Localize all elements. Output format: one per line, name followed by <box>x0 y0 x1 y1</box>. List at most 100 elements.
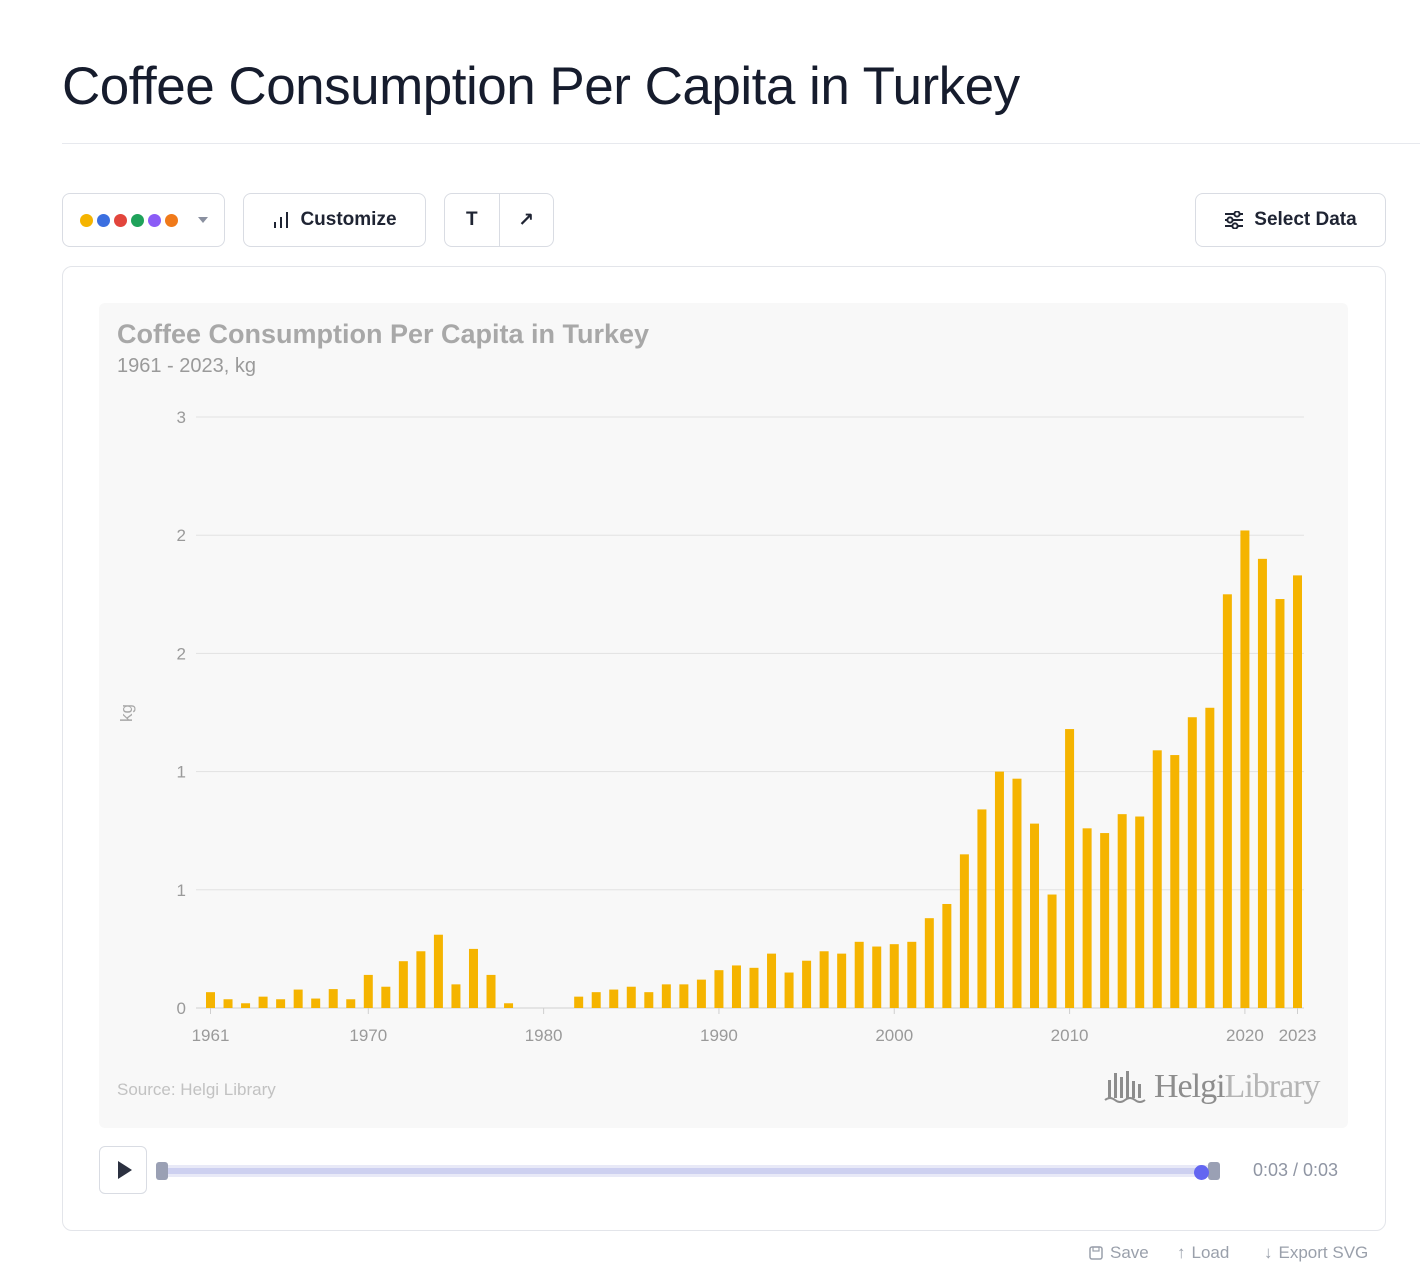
helgi-library-logo: HelgiLibrary <box>1104 1068 1320 1104</box>
bar <box>679 984 689 1008</box>
timeline-progress <box>160 1168 1205 1174</box>
y-tick-label: 2 <box>177 526 186 545</box>
timeline-playhead[interactable] <box>1194 1165 1209 1180</box>
bar <box>1257 558 1267 1008</box>
bar <box>486 974 496 1008</box>
bar <box>241 1003 251 1008</box>
upload-arrow-icon: ↑ <box>1177 1243 1186 1262</box>
y-tick-label: 1 <box>177 881 186 900</box>
bar <box>1100 833 1110 1008</box>
color-palette-dropdown[interactable] <box>62 193 225 247</box>
y-tick-label: 3 <box>177 408 186 427</box>
bar <box>661 984 671 1008</box>
palette-swatch <box>96 213 110 227</box>
text-tool-button[interactable]: T <box>465 209 478 230</box>
bar <box>609 989 619 1008</box>
customize-label: Customize <box>300 209 397 230</box>
bar <box>328 989 338 1008</box>
annotation-tool-group: T ↗ <box>444 193 554 247</box>
bar <box>767 953 777 1008</box>
helgi-logo-icon <box>1104 1071 1146 1103</box>
bar-chart-icon <box>274 212 289 228</box>
bar <box>837 953 847 1008</box>
bar <box>293 989 303 1008</box>
bar <box>591 992 601 1008</box>
bar <box>363 974 373 1008</box>
bar <box>346 999 356 1008</box>
bar <box>749 967 759 1008</box>
timeline-slider[interactable] <box>160 1165 1216 1177</box>
download-arrow-icon: ↓ <box>1264 1243 1273 1262</box>
bar <box>1222 594 1232 1008</box>
bar <box>802 960 812 1008</box>
bar <box>977 809 987 1008</box>
page-title: Coffee Consumption Per Capita in Turkey <box>62 57 1020 116</box>
chart-subtitle: 1961 - 2023, kg <box>117 355 256 377</box>
bar <box>696 979 706 1008</box>
source-text: Source: Helgi Library <box>117 1080 276 1099</box>
palette-swatch <box>147 213 161 227</box>
bar <box>504 1003 514 1008</box>
y-tick-label: 1 <box>177 763 186 782</box>
y-axis-label: kg <box>117 704 136 722</box>
bar <box>1240 530 1250 1008</box>
bar <box>626 986 636 1008</box>
bar <box>1117 814 1127 1008</box>
bar <box>574 996 584 1008</box>
bar <box>1187 717 1197 1008</box>
select-data-label: Select Data <box>1254 209 1357 230</box>
bar <box>942 903 952 1008</box>
save-link[interactable]: Save <box>1088 1243 1149 1263</box>
bar <box>924 918 934 1008</box>
load-link[interactable]: ↑ Load <box>1177 1243 1230 1262</box>
bar <box>1275 599 1285 1008</box>
palette-swatch <box>79 213 93 227</box>
bar <box>1152 750 1162 1008</box>
save-icon <box>1089 1246 1103 1260</box>
bar <box>258 996 268 1008</box>
x-tick-label: 1980 <box>525 1026 563 1045</box>
bar <box>819 951 829 1008</box>
palette-swatch <box>113 213 127 227</box>
x-tick-label: 2020 <box>1226 1026 1264 1045</box>
x-tick-label: 1990 <box>700 1026 738 1045</box>
select-data-button[interactable]: Select Data <box>1195 193 1386 247</box>
y-tick-label: 0 <box>177 999 186 1018</box>
playback-time: 0:03 / 0:03 <box>1253 1160 1339 1180</box>
palette-swatch <box>130 213 144 227</box>
bar <box>223 999 233 1008</box>
play-icon <box>117 1161 132 1179</box>
play-button[interactable] <box>99 1146 147 1194</box>
bar <box>416 951 426 1008</box>
bar <box>872 946 882 1008</box>
timeline-start-handle[interactable] <box>156 1162 168 1180</box>
x-tick-label: 1961 <box>192 1026 230 1045</box>
x-tick-label: 2023 <box>1279 1026 1317 1045</box>
timeline-end-handle[interactable] <box>1208 1162 1220 1180</box>
title-divider <box>62 143 1420 144</box>
bar <box>644 992 654 1008</box>
bar <box>276 999 286 1008</box>
bar <box>714 970 724 1008</box>
bar <box>889 944 899 1008</box>
bar <box>1082 828 1092 1008</box>
bar <box>1293 575 1302 1008</box>
bar <box>381 986 391 1008</box>
y-tick-label: 2 <box>177 644 186 663</box>
bar <box>1065 729 1075 1008</box>
bar <box>731 965 741 1008</box>
bar <box>959 854 969 1008</box>
bar <box>784 972 794 1008</box>
x-tick-label: 1970 <box>349 1026 387 1045</box>
bar <box>398 961 408 1008</box>
bar <box>1030 823 1040 1008</box>
x-tick-label: 2010 <box>1051 1026 1089 1045</box>
arrow-tool-button[interactable]: ↗ <box>498 194 554 246</box>
customize-button[interactable]: Customize <box>243 193 426 247</box>
bar <box>433 934 443 1008</box>
export-svg-link[interactable]: ↓ Export SVG <box>1264 1243 1369 1262</box>
bar <box>451 984 461 1008</box>
palette-swatch <box>164 213 178 227</box>
x-tick-label: 2000 <box>875 1026 913 1045</box>
chevron-down-icon <box>197 217 208 223</box>
